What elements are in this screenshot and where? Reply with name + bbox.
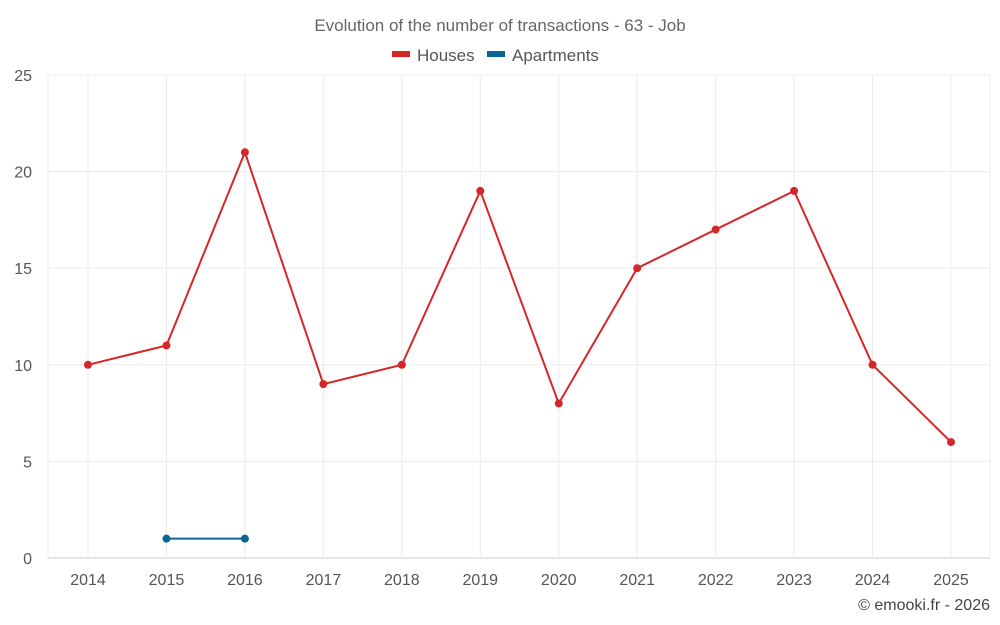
legend-item-apartments[interactable]: Apartments [487,46,599,65]
x-tick-label: 2014 [70,572,106,589]
legend-item-houses[interactable]: Houses [392,46,475,65]
legend-label: Apartments [512,46,599,65]
legend: Houses Apartments [392,46,599,65]
legend-swatch [392,51,410,57]
x-tick-label: 2024 [855,572,891,589]
x-tick-label: 2015 [149,572,185,589]
x-axis: 2014 2015 2016 2017 2018 2019 2020 2021 2022 2023… [70,572,969,589]
series-layer [84,148,955,543]
x-tick-label: 2025 [933,572,969,589]
data-point[interactable] [633,264,642,273]
data-point[interactable] [162,534,171,543]
x-tick-label: 2018 [384,572,420,589]
data-point[interactable] [319,380,328,389]
legend-label: Houses [417,46,475,65]
x-tick-label: 2022 [698,572,734,589]
chart-title: Evolution of the number of transactions … [314,16,685,35]
x-tick-label: 2021 [619,572,655,589]
data-point[interactable] [84,360,92,369]
series-line [87,149,952,443]
y-tick-label: 5 [23,454,32,471]
grid [47,74,991,559]
x-tick-label: 2019 [462,572,498,589]
y-axis: 0 5 10 15 20 25 [14,68,32,568]
y-tick-label: 15 [14,261,32,278]
data-point[interactable] [240,534,249,543]
series-houses [84,148,955,447]
data-point[interactable] [554,399,563,408]
series-apartments [162,534,249,543]
data-point[interactable] [790,186,799,195]
data-point[interactable] [476,186,485,195]
data-point[interactable] [868,360,877,369]
data-point[interactable] [397,360,406,369]
x-tick-label: 2023 [776,572,812,589]
y-tick-label: 25 [14,68,32,85]
y-tick-label: 0 [23,551,32,568]
data-point[interactable] [240,148,249,157]
x-tick-label: 2017 [306,572,342,589]
legend-swatch [487,51,505,57]
x-tick-label: 2016 [227,572,263,589]
data-point[interactable] [162,341,171,350]
data-point[interactable] [711,225,720,234]
credit-text: © emooki.fr - 2026 [858,597,990,614]
data-point[interactable] [947,438,955,447]
y-tick-label: 20 [14,165,32,182]
x-tick-label: 2020 [541,572,577,589]
y-tick-label: 10 [14,358,32,375]
